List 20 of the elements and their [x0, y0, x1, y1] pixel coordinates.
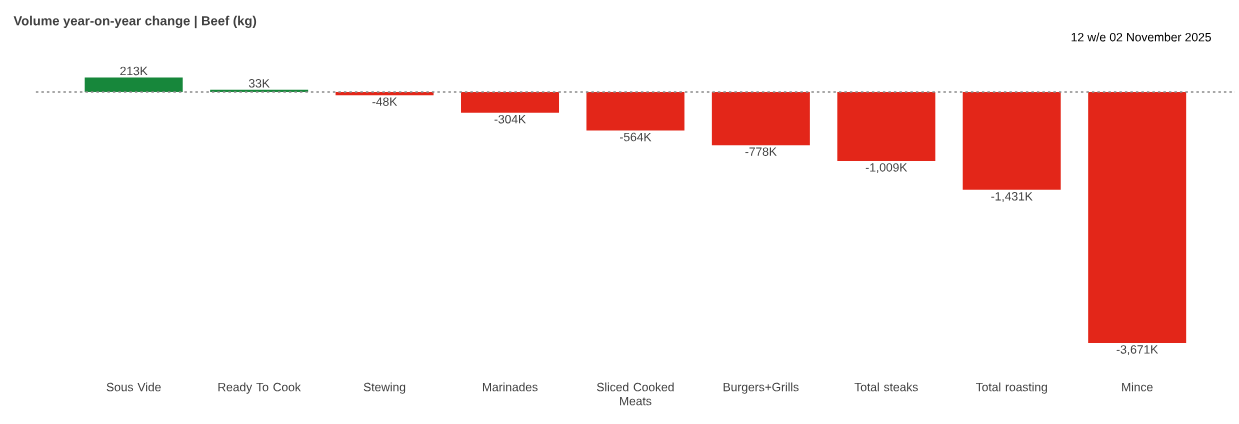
x-tick-label: Marinades — [482, 382, 538, 392]
x-tick-label: Total steaks — [854, 382, 918, 392]
data-label: 33K — [248, 79, 270, 88]
data-label: -1,009K — [865, 163, 908, 174]
x-tick-label: Stewing — [363, 382, 406, 394]
chart-title: Volume year-on-year change | Beef (kg) — [13, 15, 257, 29]
data-label: -48K — [372, 97, 398, 106]
text: 12 w/e 02 November 2025 — [1071, 32, 1211, 42]
x-tick-label: Total roasting — [975, 382, 1047, 394]
x-tick-label: Ready To Cook — [218, 382, 301, 394]
data-label: -778K — [745, 147, 777, 156]
x-tick-label: Sliced Cooked Meats — [596, 382, 674, 406]
x-tick-label: Sous Vide — [106, 382, 161, 392]
x-tick-label: Mince — [1122, 382, 1153, 392]
data-label: -564K — [619, 132, 652, 142]
data-label: -304K — [494, 114, 526, 124]
data-label: -3,671K — [1116, 345, 1159, 356]
data-label: -1,431K — [991, 192, 1033, 202]
data-label: 213K — [120, 66, 148, 76]
x-tick-label: Burgers+Grills — [723, 382, 799, 394]
